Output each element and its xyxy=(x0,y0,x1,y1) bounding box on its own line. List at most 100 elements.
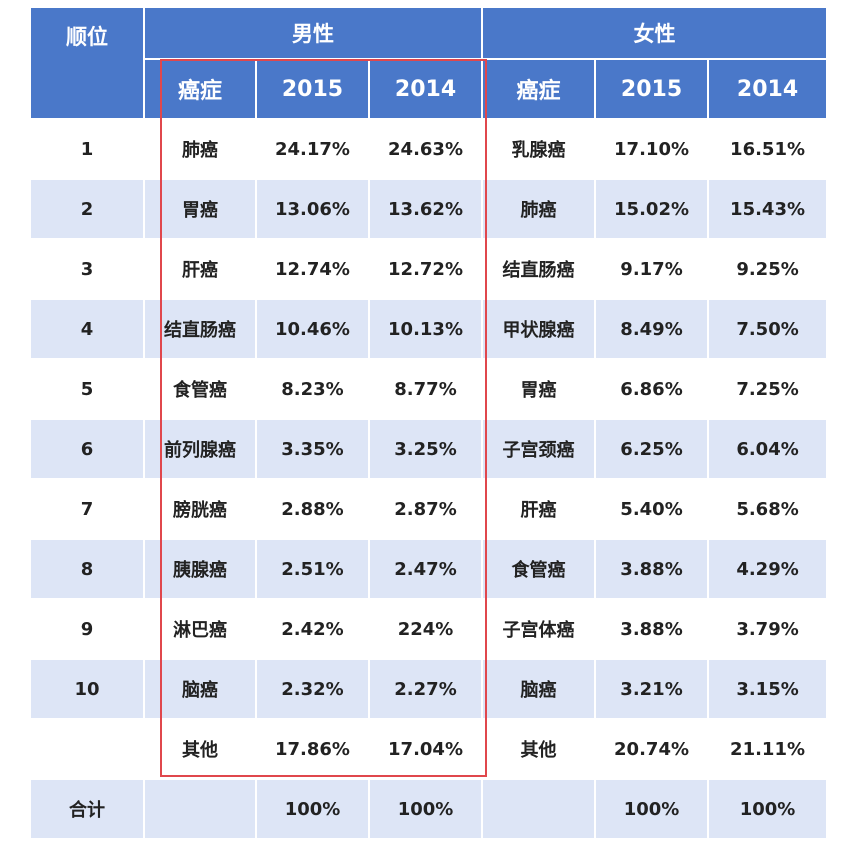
male-cancer-cell: 结直肠癌 xyxy=(144,299,257,360)
total-male-2014-cell: 100% xyxy=(369,779,484,840)
female-2015-cell: 9.17% xyxy=(595,239,710,300)
rank-cell: 7 xyxy=(31,479,145,540)
rank-cell: 3 xyxy=(31,239,145,300)
female-2014-cell: 6.04% xyxy=(708,419,827,480)
female-2015-cell: 3.88% xyxy=(595,599,710,660)
male-2015-cell: 13.06% xyxy=(256,179,370,240)
female-2015-cell: 6.86% xyxy=(595,359,710,420)
table-row: 8 胰腺癌 2.51% 2.47% 食管癌 3.88% 4.29% xyxy=(31,539,827,600)
rank-cell: 5 xyxy=(31,359,145,420)
male-2015-cell: 2.32% xyxy=(256,659,370,720)
table-row: 4 结直肠癌 10.46% 10.13% 甲状腺癌 8.49% 7.50% xyxy=(31,299,827,360)
male-cancer-cell: 食管癌 xyxy=(144,359,257,420)
male-cancer-cell: 淋巴癌 xyxy=(144,599,257,660)
total-row: 合计 100% 100% 100% 100% xyxy=(31,779,827,840)
female-2015-cell: 6.25% xyxy=(595,419,710,480)
male-cancer-cell: 脑癌 xyxy=(144,659,257,720)
rank-cell: 2 xyxy=(31,179,145,240)
female-2015-cell: 3.21% xyxy=(595,659,710,720)
table-row: 2 胃癌 13.06% 13.62% 肺癌 15.02% 15.43% xyxy=(31,179,827,240)
header-row-groups: 顺位 男性 女性 xyxy=(31,8,827,120)
rank-cell: 6 xyxy=(31,419,145,480)
male-2014-cell: 8.77% xyxy=(369,359,484,420)
female-2014-cell: 15.43% xyxy=(708,179,827,240)
male-2014-cell: 2.47% xyxy=(369,539,484,600)
female-2014-cell: 3.15% xyxy=(708,659,827,720)
male-2014-cell: 24.63% xyxy=(369,119,484,180)
header-male-2015: 2015 xyxy=(256,59,370,120)
female-2014-cell: 9.25% xyxy=(708,239,827,300)
female-cancer-cell: 乳腺癌 xyxy=(482,119,597,180)
female-2015-cell: 5.40% xyxy=(595,479,710,540)
male-2014-cell: 2.87% xyxy=(369,479,484,540)
male-cancer-cell: 前列腺癌 xyxy=(144,419,257,480)
table-row: 9 淋巴癌 2.42% 224% 子宫体癌 3.88% 3.79% xyxy=(31,599,827,660)
female-cancer-cell: 肺癌 xyxy=(482,179,597,240)
header-male: 男性 xyxy=(144,8,484,60)
female-2015-cell: 8.49% xyxy=(595,299,710,360)
table-row: 7 膀胱癌 2.88% 2.87% 肝癌 5.40% 5.68% xyxy=(31,479,827,540)
male-2014-cell: 12.72% xyxy=(369,239,484,300)
female-2014-cell: 7.50% xyxy=(708,299,827,360)
male-cancer-cell: 其他 xyxy=(144,719,257,780)
female-2014-cell: 16.51% xyxy=(708,119,827,180)
male-cancer-cell: 膀胱癌 xyxy=(144,479,257,540)
male-2015-cell: 8.23% xyxy=(256,359,370,420)
male-cancer-cell: 肺癌 xyxy=(144,119,257,180)
male-2015-cell: 2.42% xyxy=(256,599,370,660)
total-male-cancer-cell xyxy=(144,779,257,840)
table-body: 1 肺癌 24.17% 24.63% 乳腺癌 17.10% 16.51% 2 胃癌 13.06% 1… xyxy=(31,119,827,840)
header-male-cancer: 癌症 xyxy=(144,59,257,120)
table-row: 5 食管癌 8.23% 8.77% 胃癌 6.86% 7.25% xyxy=(31,359,827,420)
header-female-2015: 2015 xyxy=(595,59,710,120)
header-female: 女性 xyxy=(482,8,827,60)
female-cancer-cell: 子宫颈癌 xyxy=(482,419,597,480)
male-2014-cell: 2.27% xyxy=(369,659,484,720)
female-cancer-cell: 甲状腺癌 xyxy=(482,299,597,360)
cancer-ranking-table: 顺位 男性 女性 癌症 2015 2014 癌症 2015 2014 1 肺癌 24… xyxy=(31,8,827,840)
female-2014-cell: 21.11% xyxy=(708,719,827,780)
cancer-ranking-table-container: 顺位 男性 女性 癌症 2015 2014 癌症 2015 2014 1 肺癌 24… xyxy=(31,8,827,840)
rank-cell xyxy=(31,719,145,780)
total-male-2015-cell: 100% xyxy=(256,779,370,840)
female-2014-cell: 5.68% xyxy=(708,479,827,540)
table-header: 顺位 男性 女性 癌症 2015 2014 癌症 2015 2014 xyxy=(31,8,827,120)
male-2015-cell: 2.51% xyxy=(256,539,370,600)
table-row: 其他 17.86% 17.04% 其他 20.74% 21.11% xyxy=(31,719,827,780)
male-2015-cell: 10.46% xyxy=(256,299,370,360)
male-2014-cell: 3.25% xyxy=(369,419,484,480)
male-2014-cell: 224% xyxy=(369,599,484,660)
female-cancer-cell: 胃癌 xyxy=(482,359,597,420)
table-row: 6 前列腺癌 3.35% 3.25% 子宫颈癌 6.25% 6.04% xyxy=(31,419,827,480)
table-row: 10 脑癌 2.32% 2.27% 脑癌 3.21% 3.15% xyxy=(31,659,827,720)
female-2015-cell: 3.88% xyxy=(595,539,710,600)
male-2015-cell: 2.88% xyxy=(256,479,370,540)
male-2014-cell: 10.13% xyxy=(369,299,484,360)
table-row: 3 肝癌 12.74% 12.72% 结直肠癌 9.17% 9.25% xyxy=(31,239,827,300)
female-2014-cell: 4.29% xyxy=(708,539,827,600)
female-2015-cell: 17.10% xyxy=(595,119,710,180)
male-cancer-cell: 胃癌 xyxy=(144,179,257,240)
header-rank: 顺位 xyxy=(31,8,145,120)
female-2015-cell: 20.74% xyxy=(595,719,710,780)
total-female-2014-cell: 100% xyxy=(708,779,827,840)
total-female-2015-cell: 100% xyxy=(595,779,710,840)
female-cancer-cell: 脑癌 xyxy=(482,659,597,720)
header-female-cancer: 癌症 xyxy=(482,59,597,120)
header-row-columns: 癌症 2015 2014 癌症 2015 2014 xyxy=(31,59,827,120)
rank-cell: 10 xyxy=(31,659,145,720)
female-cancer-cell: 肝癌 xyxy=(482,479,597,540)
female-cancer-cell: 其他 xyxy=(482,719,597,780)
female-2014-cell: 7.25% xyxy=(708,359,827,420)
total-female-cancer-cell xyxy=(482,779,597,840)
male-2014-cell: 13.62% xyxy=(369,179,484,240)
female-2015-cell: 15.02% xyxy=(595,179,710,240)
female-cancer-cell: 食管癌 xyxy=(482,539,597,600)
female-cancer-cell: 子宫体癌 xyxy=(482,599,597,660)
female-2014-cell: 3.79% xyxy=(708,599,827,660)
male-2014-cell: 17.04% xyxy=(369,719,484,780)
rank-cell: 4 xyxy=(31,299,145,360)
header-male-2014: 2014 xyxy=(369,59,484,120)
rank-cell: 1 xyxy=(31,119,145,180)
male-2015-cell: 24.17% xyxy=(256,119,370,180)
